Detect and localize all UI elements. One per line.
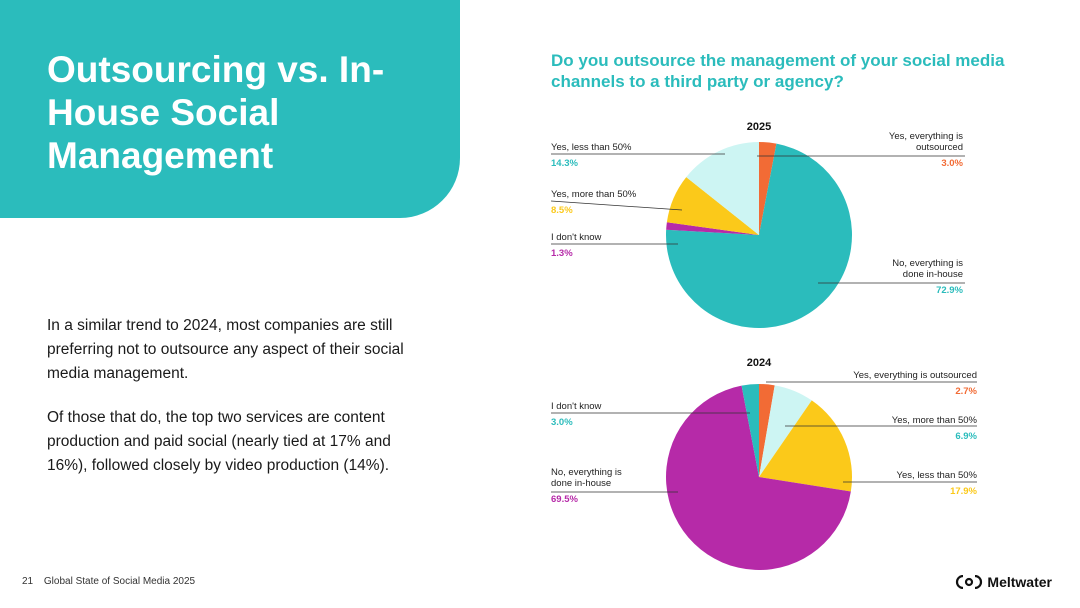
pie-2024-label-no-everything-is-done-in-house: No, everything is done in-house bbox=[551, 467, 622, 489]
pie-2024-slice-no-everything-is-done-in-house bbox=[666, 385, 851, 571]
pie-2025-value-yes-more-than-50: 8.5% bbox=[551, 205, 573, 216]
pie-2025-label-no-everything-is-done-in-house: No, everything is done in-house bbox=[892, 258, 963, 280]
pie-2024-label-i-don-t-know: I don't know bbox=[551, 401, 602, 412]
pie-2025-slice-yes-everything-is-outsourced bbox=[759, 142, 777, 235]
pie-2025-slice-i-don-t-know bbox=[666, 222, 759, 235]
body-text: In a similar trend to 2024, most compani… bbox=[47, 314, 427, 498]
pie-2024-value-no-everything-is-done-in-house: 69.5% bbox=[551, 494, 578, 505]
pie-2025-slice-yes-more-than-50 bbox=[666, 177, 759, 235]
chart-question: Do you outsource the management of your … bbox=[551, 51, 1005, 91]
footer: 21 Global State of Social Media 2025 bbox=[22, 576, 203, 587]
page-title: Outsourcing vs. In-House Social Manageme… bbox=[47, 49, 385, 176]
pie-2024-value-yes-less-than-50: 17.9% bbox=[950, 486, 977, 497]
pie-2025-slice-no-everything-is-done-in-house bbox=[666, 143, 853, 329]
pie-2024-label-yes-everything-is-outsourced: Yes, everything is outsourced bbox=[853, 370, 977, 381]
meltwater-logo-icon bbox=[956, 575, 983, 589]
pie-2025-label-yes-everything-is-outsourced: Yes, everything is outsourced bbox=[889, 131, 963, 153]
pie-2024-title: 2024 bbox=[747, 357, 772, 369]
pie-2025-value-yes-everything-is-outsourced: 3.0% bbox=[941, 158, 963, 169]
brand-logo: Meltwater bbox=[955, 574, 1052, 590]
pie-2025-label-i-don-t-know: I don't know bbox=[551, 232, 602, 243]
title-panel: Outsourcing vs. In-House Social Manageme… bbox=[0, 0, 460, 218]
pie-2024-slice-yes-less-than-50 bbox=[759, 400, 853, 492]
pie-2025-title: 2025 bbox=[747, 121, 771, 133]
brand-name: Meltwater bbox=[987, 574, 1052, 590]
body-paragraph-1: In a similar trend to 2024, most compani… bbox=[47, 317, 404, 382]
body-paragraph-2: Of those that do, the top two services a… bbox=[47, 409, 391, 474]
pie-2024-slice-yes-more-than-50 bbox=[759, 385, 812, 477]
pie-2024-slice-i-don-t-know bbox=[741, 384, 759, 477]
pie-2025-slice-yes-less-than-50 bbox=[686, 142, 759, 235]
pie-2025-leader-yes-more-than-50 bbox=[550, 200, 683, 211]
pie-2025-value-no-everything-is-done-in-house: 72.9% bbox=[936, 285, 963, 296]
pie-2025-value-i-don-t-know: 1.3% bbox=[551, 248, 573, 259]
pie-2025-value-yes-less-than-50: 14.3% bbox=[551, 158, 578, 169]
pie-2025-label-yes-less-than-50: Yes, less than 50% bbox=[551, 142, 632, 153]
pie-2024-value-i-don-t-know: 3.0% bbox=[551, 417, 573, 428]
pie-2024-slice-yes-everything-is-outsourced bbox=[759, 384, 775, 477]
pie-2025-label-yes-more-than-50: Yes, more than 50% bbox=[551, 189, 637, 200]
pie-2024-value-yes-more-than-50: 6.9% bbox=[955, 431, 977, 442]
pie-2024-label-yes-more-than-50: Yes, more than 50% bbox=[892, 415, 978, 426]
report-name: Global State of Social Media 2025 bbox=[43, 576, 196, 587]
pie-2024-value-yes-everything-is-outsourced: 2.7% bbox=[955, 386, 977, 397]
page-number: 21 bbox=[22, 576, 34, 587]
pie-2024-label-yes-less-than-50: Yes, less than 50% bbox=[897, 470, 978, 481]
